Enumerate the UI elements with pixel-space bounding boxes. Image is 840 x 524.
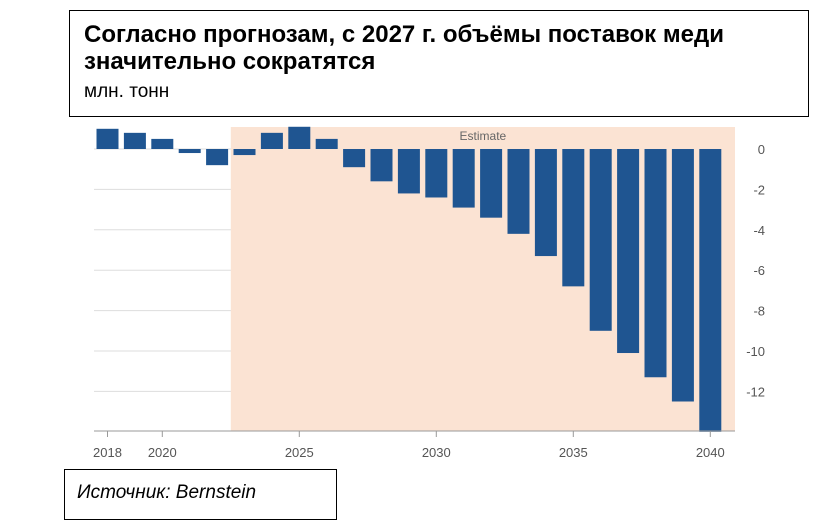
bar-2027	[343, 149, 366, 168]
bar-2020	[151, 138, 174, 149]
bar-2025	[288, 126, 311, 149]
y-tick-label: -10	[746, 344, 765, 359]
y-axis-ticks: 0 -2 -4 -6 -8 -10 -12	[746, 142, 765, 399]
bar-2030	[425, 149, 448, 198]
bar-2037	[617, 149, 640, 354]
x-tick-label: 2035	[559, 445, 588, 460]
bar-2036	[589, 149, 612, 331]
x-tick-label: 2030	[422, 445, 451, 460]
bar-2023	[233, 149, 256, 156]
bar-2024	[260, 132, 283, 149]
title-box: Согласно прогнозам, с 2027 г. объёмы пос…	[69, 10, 809, 117]
source-note: Источник: Bernstein	[77, 482, 257, 503]
y-tick-label: -8	[753, 304, 765, 319]
bar-2035	[562, 149, 585, 287]
bar-2039	[671, 149, 694, 402]
bar-2031	[452, 149, 475, 208]
bar-2022	[206, 149, 229, 166]
bar-2040	[699, 149, 722, 432]
bar-2028	[370, 149, 393, 182]
x-tick-label: 2040	[696, 445, 725, 460]
bar-2034	[534, 149, 557, 257]
x-tick-label: 2018	[93, 445, 122, 460]
bar-2038	[644, 149, 667, 378]
source-box: Источник: Bernstein	[64, 469, 337, 520]
chart-title: Согласно прогнозам, с 2027 г. объёмы пос…	[84, 21, 724, 75]
x-tick-label: 2025	[285, 445, 314, 460]
bar-2029	[397, 149, 420, 194]
x-tick-label: 2020	[148, 445, 177, 460]
bar-2032	[480, 149, 503, 218]
x-axis-ticks: 2018 2020 2025 2030 2035 2040	[93, 431, 725, 460]
y-tick-label: -12	[746, 384, 765, 399]
bar-2018	[96, 128, 119, 149]
bar-2033	[507, 149, 530, 234]
bar-2019	[123, 132, 146, 149]
chart-subtitle: млн. тонн	[84, 81, 170, 102]
y-tick-label: -6	[753, 263, 765, 278]
estimate-label: Estimate	[460, 129, 507, 143]
y-tick-label: -4	[753, 223, 765, 238]
bar-2021	[178, 149, 201, 154]
y-tick-label: 0	[758, 142, 765, 157]
bars	[96, 126, 722, 432]
bar-2026	[315, 138, 338, 149]
y-tick-label: -2	[753, 182, 765, 197]
